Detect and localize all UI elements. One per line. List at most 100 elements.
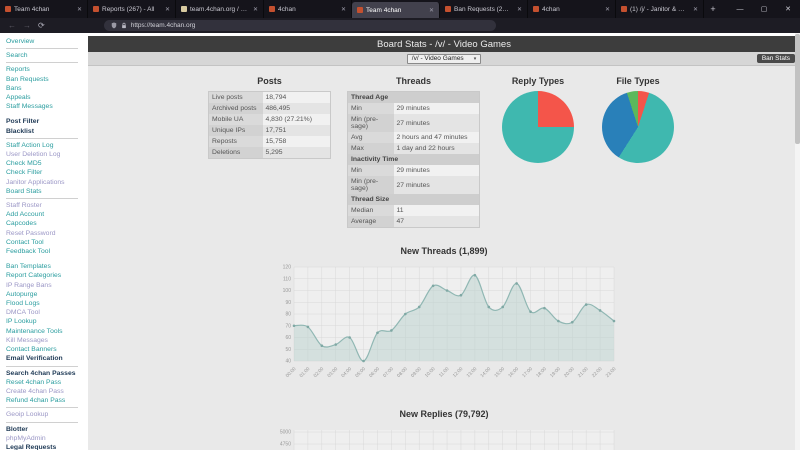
- sidebar-divider: [6, 48, 78, 50]
- sidebar-item-flood-logs[interactable]: Flood Logs: [6, 300, 40, 308]
- window-close-button[interactable]: ✕: [785, 6, 791, 13]
- sidebar-item-contact-tool[interactable]: Contact Tool: [6, 238, 44, 246]
- tab-close-icon[interactable]: ✕: [76, 6, 82, 13]
- tab-close-icon[interactable]: ✕: [252, 6, 258, 13]
- shield-icon[interactable]: [111, 22, 117, 29]
- table-row: Average 47: [347, 216, 480, 228]
- browser-tab[interactable]: Reports (267) - All ✕: [88, 0, 176, 18]
- tab-title: (1) /j/ - Janitor & Moderator: [630, 5, 688, 13]
- browser-tab[interactable]: 4chan ✕: [528, 0, 616, 18]
- sidebar-item-dmca-tool[interactable]: DMCA Tool: [6, 309, 40, 317]
- tab-favicon-icon: [533, 6, 539, 12]
- sidebar-item-feedback-tool[interactable]: Feedback Tool: [6, 248, 51, 256]
- sidebar-item-janitor-applications[interactable]: Janitor Applications: [6, 178, 65, 186]
- row-value: 5,295: [262, 147, 331, 159]
- sidebar-item-kill-messages[interactable]: Kill Messages: [6, 336, 48, 344]
- tab-close-icon[interactable]: ✕: [164, 6, 170, 13]
- sidebar-item-add-account[interactable]: Add Account: [6, 211, 45, 219]
- sidebar-item-check-filter[interactable]: Check Filter: [6, 169, 43, 177]
- sidebar-item-ban-templates[interactable]: Ban Templates: [6, 263, 51, 271]
- reply-types-block: Reply Types: [496, 76, 580, 163]
- forward-icon[interactable]: →: [23, 20, 31, 30]
- sidebar-item-blacklist[interactable]: Blacklist: [6, 127, 34, 135]
- new-threads-chart-block: New Threads (1,899) 00:00 01:00 02:00 03:00…: [88, 246, 800, 395]
- sidebar-item-blotter[interactable]: Blotter: [6, 425, 28, 433]
- sidebar-item-report-categories[interactable]: Report Categories: [6, 272, 62, 280]
- sidebar-item-geoip-lookup[interactable]: Geoip Lookup: [6, 411, 49, 419]
- row-label: Avg: [347, 132, 394, 143]
- sidebar-item-refund-4chan-pass[interactable]: Refund 4chan Pass: [6, 397, 66, 405]
- tab-close-icon[interactable]: ✕: [692, 6, 698, 13]
- window-maximize-button[interactable]: ▢: [760, 6, 768, 13]
- url-bar[interactable]: https://team.4chan.org: [103, 20, 496, 31]
- sidebar-item-ip-lookup[interactable]: IP Lookup: [6, 318, 37, 326]
- threads-table-title: Threads: [395, 76, 431, 86]
- browser-tab[interactable]: Ban Requests (26) - All ✕: [440, 0, 528, 18]
- svg-text:09:00: 09:00: [410, 366, 423, 379]
- sidebar-item-autopurge[interactable]: Autopurge: [6, 290, 38, 298]
- svg-text:50: 50: [285, 347, 291, 353]
- board-select[interactable]: /v/ - Video Games ▾: [406, 53, 482, 64]
- board-toolbar: /v/ - Video Games ▾ Ban Stats: [88, 52, 800, 66]
- sidebar-item-capcodes[interactable]: Capcodes: [6, 220, 37, 228]
- sidebar-item-check-md5[interactable]: Check MD5: [6, 160, 42, 168]
- sidebar-item-search[interactable]: Search: [6, 52, 28, 60]
- tab-close-icon[interactable]: ✕: [428, 7, 434, 14]
- sidebar-item-reset-4chan-pass[interactable]: Reset 4chan Pass: [6, 378, 62, 386]
- tab-favicon-icon: [93, 6, 99, 12]
- browser-tab[interactable]: (1) /j/ - Janitor & Moderator ✕: [616, 0, 704, 18]
- page-scrollbar[interactable]: [795, 33, 800, 450]
- row-value: 1 day and 22 hours: [393, 143, 480, 154]
- sidebar-item-maintenance-tools[interactable]: Maintenance Tools: [6, 327, 63, 335]
- row-label: Min (pre-sage): [347, 176, 394, 194]
- sidebar-item-phpmyadmin[interactable]: phpMyAdmin: [6, 434, 46, 442]
- table-row: Unique IPs 17,751: [208, 125, 331, 136]
- browser-tab[interactable]: Team 4chan ✕: [352, 2, 440, 18]
- page-title: Board Stats - /v/ - Video Games: [88, 36, 800, 52]
- row-label: Archived posts: [208, 103, 263, 114]
- sidebar-item-ban-requests[interactable]: Ban Requests: [6, 75, 49, 83]
- svg-text:23:00: 23:00: [605, 366, 618, 379]
- sidebar-item-bans[interactable]: Bans: [6, 84, 22, 92]
- sidebar-item-reports[interactable]: Reports: [6, 66, 30, 74]
- row-label: Unique IPs: [208, 125, 263, 136]
- tab-favicon-icon: [357, 7, 363, 13]
- scrollbar-thumb[interactable]: [795, 34, 800, 144]
- svg-text:02:00: 02:00: [313, 366, 326, 379]
- sidebar-item-appeals[interactable]: Appeals: [6, 94, 31, 102]
- sidebar-item-staff-action-log[interactable]: Staff Action Log: [6, 141, 54, 149]
- sidebar-item-create-4chan-pass[interactable]: Create 4chan Pass: [6, 387, 64, 395]
- tab-close-icon[interactable]: ✕: [340, 6, 346, 13]
- svg-text:06:00: 06:00: [368, 366, 381, 379]
- tab-close-icon[interactable]: ✕: [516, 6, 522, 13]
- sidebar-item-user-deletion-log[interactable]: User Deletion Log: [6, 151, 61, 159]
- back-icon[interactable]: ←: [8, 20, 16, 30]
- browser-tab[interactable]: Team 4chan ✕: [0, 0, 88, 18]
- browser-tab[interactable]: 4chan ✕: [264, 0, 352, 18]
- sidebar-item-legal-requests[interactable]: Legal Requests: [6, 443, 57, 450]
- svg-text:14:00: 14:00: [479, 366, 492, 379]
- reload-icon[interactable]: ⟳: [38, 20, 45, 30]
- window-minimize-button[interactable]: —: [736, 5, 744, 13]
- tab-title: Team 4chan: [366, 6, 402, 14]
- ban-stats-button[interactable]: Ban Stats: [756, 54, 795, 63]
- tab-close-icon[interactable]: ✕: [604, 6, 610, 13]
- browser-tab[interactable]: team.4chan.org / wherever ✕: [176, 0, 264, 18]
- sidebar-item-board-stats[interactable]: Board Stats: [6, 187, 42, 195]
- sidebar-item-search-4chan-passes[interactable]: Search 4chan Passes: [6, 369, 76, 377]
- sidebar-item-post-filter[interactable]: Post Filter: [6, 118, 40, 126]
- sidebar-item-staff-roster[interactable]: Staff Roster: [6, 202, 42, 210]
- tab-title: 4chan: [278, 5, 296, 13]
- new-tab-button[interactable]: +: [710, 4, 716, 14]
- sidebar-item-ip-range-bans[interactable]: IP Range Bans: [6, 281, 52, 289]
- tab-favicon-icon: [181, 6, 187, 12]
- sidebar-item-contact-banners[interactable]: Contact Banners: [6, 346, 57, 354]
- sidebar-item-email-verification[interactable]: Email Verification: [6, 355, 63, 363]
- sidebar-item-staff-messages[interactable]: Staff Messages: [6, 103, 53, 111]
- svg-text:120: 120: [283, 265, 292, 271]
- reply-types-pie-chart: [502, 91, 574, 163]
- svg-text:22:00: 22:00: [591, 366, 604, 379]
- sidebar-item-reset-password[interactable]: Reset Password: [6, 229, 56, 237]
- row-label: Median: [347, 205, 394, 216]
- sidebar-item-overview[interactable]: Overview: [6, 38, 35, 45]
